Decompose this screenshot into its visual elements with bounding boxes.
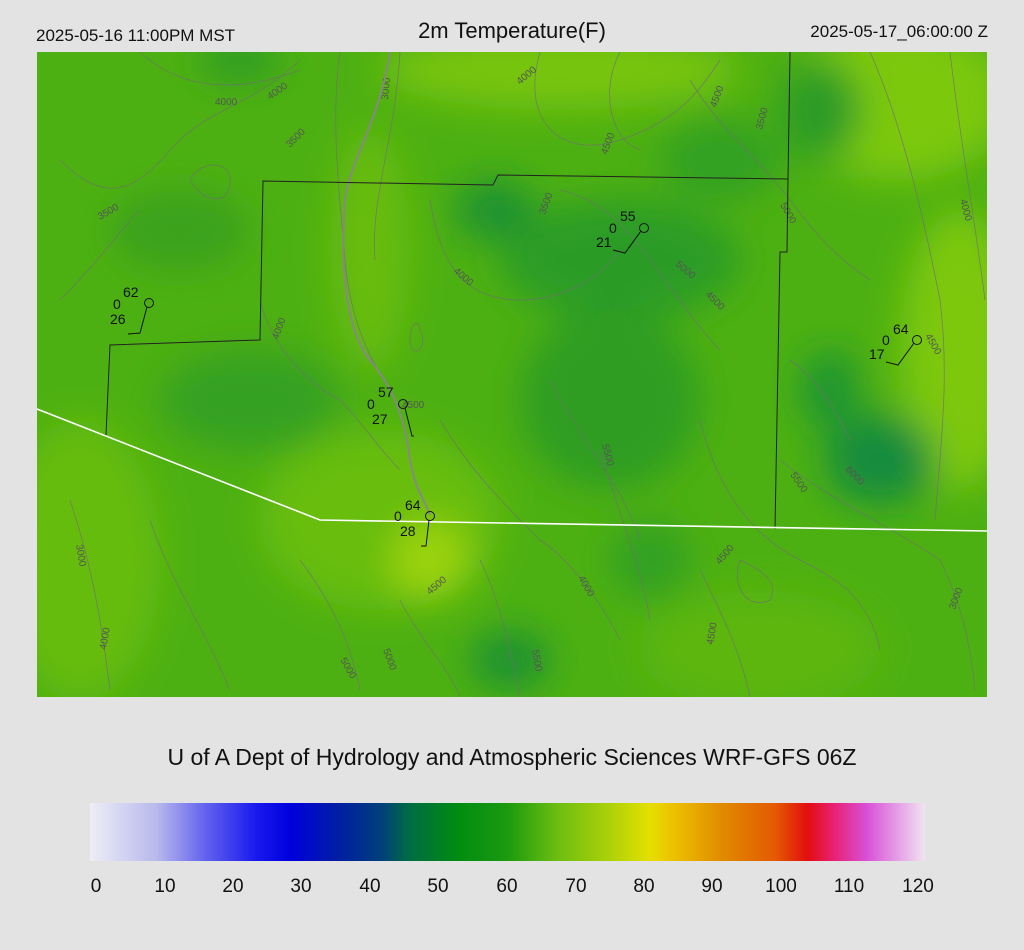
colorbar-tick: 60 xyxy=(496,876,518,897)
contour-label: 3000 xyxy=(73,544,88,568)
colorbar-tick: 120 xyxy=(902,876,934,897)
colorbar-tick: 50 xyxy=(427,876,449,897)
station-temp: 55 xyxy=(620,208,636,224)
contour-label: 4500 xyxy=(705,621,720,645)
wind-barb-icon xyxy=(612,230,642,254)
station-dewpoint: 28 xyxy=(400,523,416,539)
station-zero: 0 xyxy=(113,296,121,312)
station-west: 62 0 26 xyxy=(110,284,154,335)
station-dewpoint: 27 xyxy=(372,411,388,427)
colorbar-tick: 20 xyxy=(222,876,244,897)
contour-label: 5500 xyxy=(529,649,544,673)
station-zero: 0 xyxy=(882,332,890,348)
colorbar-tick: 80 xyxy=(633,876,655,897)
station-circle-icon xyxy=(912,335,922,345)
station-south: 64 0 28 xyxy=(394,497,435,547)
station-circle-icon xyxy=(398,399,408,409)
station-temp: 62 xyxy=(123,284,139,300)
station-circle-icon xyxy=(639,223,649,233)
station-dewpoint: 21 xyxy=(596,234,612,250)
contour-label: 4500 xyxy=(402,400,425,411)
model-credit: U of A Dept of Hydrology and Atmospheric… xyxy=(167,744,857,770)
wind-barb-icon xyxy=(404,407,414,437)
station-east: 64 0 17 xyxy=(869,321,922,366)
temperature-map: 4000 4000 3500 3000 4000 3500 3500 4000 … xyxy=(37,52,987,697)
river xyxy=(342,52,431,516)
colorbar-tick: 110 xyxy=(833,876,865,897)
station-dewpoint: 17 xyxy=(869,346,885,362)
station-circle-icon xyxy=(425,511,435,521)
station-temp: 64 xyxy=(893,321,909,337)
contour-label: 4000 xyxy=(98,626,113,650)
temperature-field xyxy=(37,52,987,697)
valid-local-time: 2025-05-16 11:00PM MST xyxy=(36,26,236,45)
wind-barb-icon xyxy=(127,306,148,335)
station-zero: 0 xyxy=(394,508,402,524)
county-boundaries xyxy=(105,52,791,530)
chart-title: 2m Temperature(F) xyxy=(418,18,606,43)
station-temp: 64 xyxy=(405,497,421,513)
station-north: 55 0 21 xyxy=(596,208,649,254)
colorbar-tick: 10 xyxy=(154,876,176,897)
valid-utc-time: 2025-05-17_06:00:00 Z xyxy=(810,22,988,41)
colorbar-gradient xyxy=(90,803,925,861)
wind-barb-icon xyxy=(885,342,915,366)
temperature-colorbar xyxy=(90,803,925,861)
station-temp: 57 xyxy=(378,384,394,400)
colorbar-tick: 40 xyxy=(359,876,381,897)
station-circle-icon xyxy=(144,298,154,308)
wind-barb-icon xyxy=(421,519,430,547)
colorbar-tick: 30 xyxy=(290,876,312,897)
colorbar-tick: 100 xyxy=(765,876,797,897)
elevation-contours xyxy=(59,52,986,697)
station-zero: 0 xyxy=(609,220,617,236)
contour-label: 4000 xyxy=(215,97,238,108)
colorbar-tick: 0 xyxy=(90,876,102,897)
station-central: 57 0 27 xyxy=(367,384,414,437)
station-dewpoint: 26 xyxy=(110,311,126,327)
state-border xyxy=(37,408,987,532)
colorbar-tick: 90 xyxy=(701,876,723,897)
station-zero: 0 xyxy=(367,396,375,412)
colorbar-tick: 70 xyxy=(565,876,587,897)
